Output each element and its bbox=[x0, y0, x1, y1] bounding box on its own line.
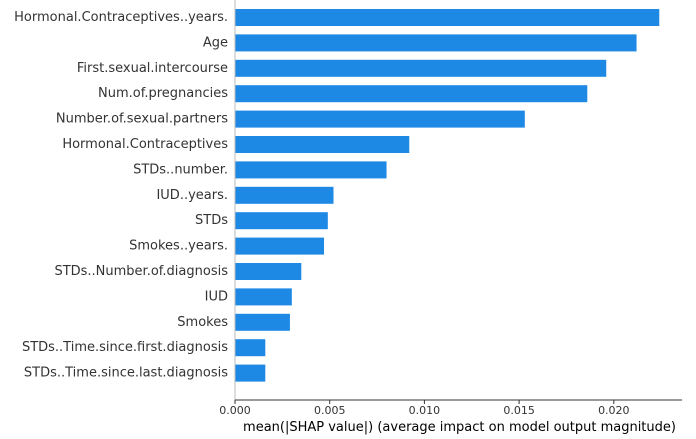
bar bbox=[235, 110, 525, 128]
feature-label: STDs..Time.since.first.diagnosis bbox=[22, 340, 228, 355]
feature-label: STDs..Time.since.last.diagnosis bbox=[24, 366, 228, 381]
feature-label: Number.of.sexual.partners bbox=[56, 112, 228, 127]
bars-group bbox=[235, 9, 660, 382]
feature-label: STDs bbox=[195, 213, 228, 228]
bar bbox=[235, 34, 637, 52]
feature-label: First.sexual.intercourse bbox=[77, 61, 228, 76]
bar bbox=[235, 212, 328, 230]
x-tick-label: 0.010 bbox=[409, 404, 441, 417]
feature-label: Num.of.pregnancies bbox=[98, 86, 228, 101]
feature-label: IUD..years. bbox=[156, 188, 228, 203]
feature-label: Age bbox=[203, 35, 228, 50]
feature-labels: Hormonal.Contraceptives..years. Age First.… bbox=[14, 10, 228, 381]
x-tick-label: 0.015 bbox=[503, 404, 535, 417]
bar bbox=[235, 136, 410, 153]
feature-label: Hormonal.Contraceptives bbox=[62, 137, 228, 152]
feature-label: Hormonal.Contraceptives..years. bbox=[14, 10, 228, 25]
bar bbox=[235, 237, 325, 255]
x-tick-label: 0.005 bbox=[314, 404, 346, 417]
bar bbox=[235, 161, 387, 179]
x-ticks: 0.000 0.005 0.010 0.015 0.020 bbox=[219, 400, 630, 417]
bar bbox=[235, 313, 290, 331]
bar bbox=[235, 59, 607, 77]
x-tick-label: 0.000 bbox=[219, 404, 251, 417]
bar bbox=[235, 288, 292, 306]
bar bbox=[235, 263, 302, 280]
feature-label: IUD bbox=[205, 289, 228, 304]
bar bbox=[235, 9, 660, 26]
feature-label: STDs..Number.of.diagnosis bbox=[54, 264, 228, 279]
x-tick-label: 0.020 bbox=[598, 404, 630, 417]
bar bbox=[235, 186, 334, 204]
bar bbox=[235, 364, 266, 382]
feature-label: Smokes bbox=[177, 315, 228, 330]
bar bbox=[235, 339, 266, 357]
feature-label: STDs..number. bbox=[133, 162, 228, 177]
bar bbox=[235, 85, 588, 103]
x-axis-label: mean(|SHAP value|) (average impact on mo… bbox=[243, 420, 676, 435]
feature-label: Smokes..years. bbox=[129, 239, 228, 254]
